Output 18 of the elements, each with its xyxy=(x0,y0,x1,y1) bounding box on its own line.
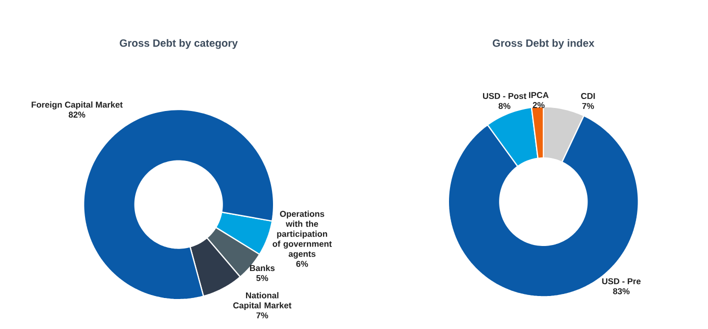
data-label: 83% xyxy=(613,288,630,294)
slice-label: Operations with the participation of government agents xyxy=(272,210,332,259)
data-label: 6% xyxy=(296,260,308,267)
data-label: 82% xyxy=(68,112,86,118)
slice-label: CDI xyxy=(581,93,595,100)
slice-label: Foreign Capital Market xyxy=(32,101,123,110)
data-label: 2% xyxy=(532,102,545,108)
data-label: 7% xyxy=(256,312,268,318)
slice-label: USD - Pre xyxy=(602,278,641,284)
slice-label: National Capital Market xyxy=(233,292,292,310)
chart-title: Gross Debt by category xyxy=(120,39,238,49)
data-label: 5% xyxy=(256,275,268,282)
slice-label: Banks xyxy=(250,264,275,272)
chart-title: Gross Debt by index xyxy=(492,39,594,49)
data-label: 7% xyxy=(582,103,594,109)
slice-label: USD - Post xyxy=(483,92,526,99)
data-label: 8% xyxy=(498,102,510,109)
slice-label: IPCA xyxy=(529,92,549,98)
